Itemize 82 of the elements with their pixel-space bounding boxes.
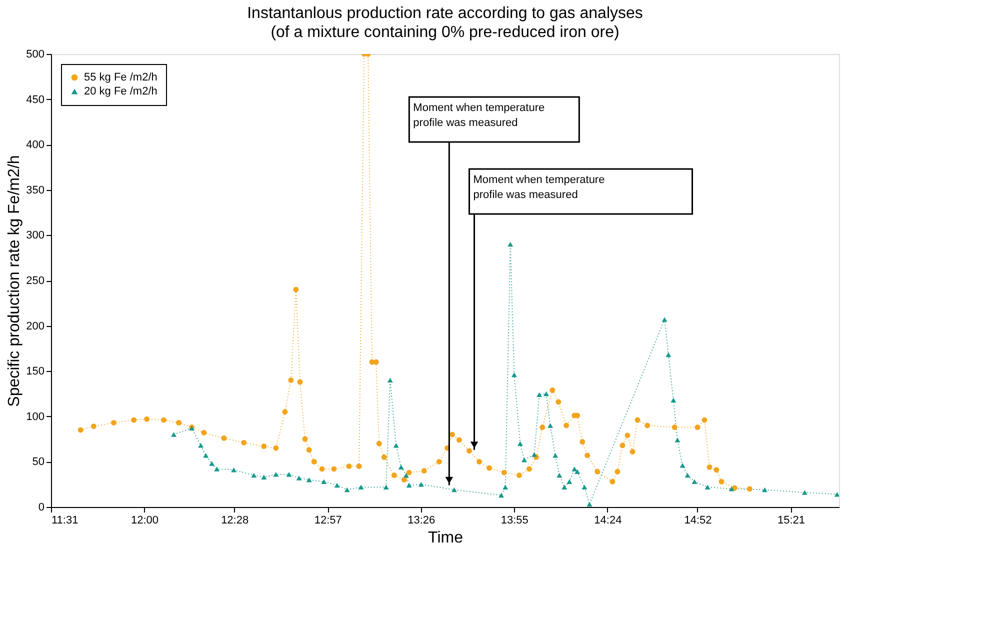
- point: [296, 476, 302, 480]
- point: [680, 462, 686, 468]
- point: [251, 472, 257, 478]
- point: [198, 443, 204, 448]
- point: [214, 466, 220, 472]
- point: [517, 441, 523, 446]
- point: [556, 472, 562, 478]
- point: [387, 378, 393, 383]
- point: [344, 487, 350, 492]
- x-axis-title: Time: [428, 530, 464, 546]
- x-tick-label: 15:21: [777, 514, 806, 526]
- x-tick-label: 13:55: [500, 514, 528, 526]
- point: [572, 466, 578, 472]
- legend-label: 55 kg Fe /m2/h: [84, 72, 158, 84]
- y-axis-title: Specific production rate kg Fe/m2/h: [6, 155, 24, 407]
- point: [406, 482, 412, 488]
- y-tick-label: 150: [26, 366, 44, 378]
- point: [834, 492, 839, 497]
- point: [802, 490, 808, 495]
- x-tick-label: 12:57: [314, 514, 342, 526]
- x-tick-label: 13:26: [408, 514, 436, 526]
- point: [574, 469, 580, 474]
- point: [203, 452, 209, 458]
- point: [522, 458, 527, 462]
- point: [566, 479, 572, 484]
- point: [552, 452, 558, 458]
- y-tick-label: 0: [38, 502, 44, 514]
- x-tick-label: 14:52: [684, 514, 712, 526]
- point: [674, 438, 680, 442]
- point: [273, 472, 279, 477]
- point: [171, 432, 177, 437]
- point: [684, 472, 690, 478]
- chart-subtitle: (of a mixture containing 0% pre-reduced iron ore): [270, 24, 620, 41]
- point: [261, 474, 267, 480]
- point: [582, 484, 588, 490]
- point: [418, 482, 424, 487]
- point: [704, 484, 710, 490]
- point: [451, 487, 457, 492]
- point: [762, 487, 768, 492]
- point: [502, 484, 508, 490]
- point: [662, 317, 668, 322]
- chart-title: Instantanlous production rate according to gas analyses: [247, 5, 643, 22]
- point: [321, 479, 327, 484]
- point: [544, 391, 549, 396]
- y-tick-label: 50: [32, 456, 44, 468]
- y-tick-label: 450: [26, 94, 44, 106]
- x-tick-label: 12:00: [131, 514, 159, 526]
- point: [286, 472, 292, 477]
- point: [306, 477, 312, 482]
- point: [334, 482, 340, 488]
- y-tick-label: 400: [26, 139, 44, 152]
- point: [511, 372, 517, 378]
- point: [398, 464, 404, 470]
- point: [231, 467, 237, 472]
- legend-label: 20 kg Fe /m2/h: [84, 86, 158, 98]
- point: [536, 392, 542, 398]
- point: [562, 484, 568, 490]
- x-tick-label: 11:31: [52, 514, 78, 526]
- y-tick-label: 300: [26, 230, 44, 242]
- point: [358, 484, 364, 490]
- point: [209, 461, 215, 466]
- point: [548, 423, 554, 428]
- y-tick-label: 100: [26, 410, 44, 423]
- y-tick-label: 200: [26, 320, 44, 332]
- annotation: Moment when temperature profile was measured: [413, 102, 545, 129]
- point: [586, 502, 592, 507]
- point: [728, 486, 734, 492]
- point: [383, 484, 389, 490]
- annotation: Moment when temperature profile was measured: [473, 174, 605, 201]
- y-tick-label: 500: [26, 48, 44, 60]
- y-tick-label: 350: [26, 184, 44, 196]
- x-tick-label: 14:24: [594, 514, 622, 526]
- x-tick-label: 12:28: [221, 514, 249, 526]
- point: [508, 242, 514, 247]
- point: [666, 352, 672, 358]
- point: [670, 398, 676, 402]
- point: [403, 472, 409, 478]
- point: [532, 452, 538, 457]
- point: [692, 479, 698, 484]
- point: [393, 443, 399, 448]
- point: [498, 492, 504, 498]
- y-tick-label: 250: [26, 275, 44, 287]
